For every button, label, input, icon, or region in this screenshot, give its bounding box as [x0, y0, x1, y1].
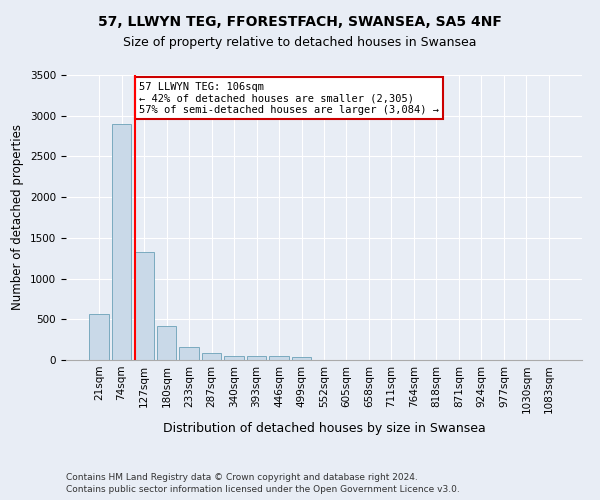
Text: Contains HM Land Registry data © Crown copyright and database right 2024.: Contains HM Land Registry data © Crown c… [66, 473, 418, 482]
Bar [224, 356, 244, 360]
Text: 57 LLWYN TEG: 106sqm
← 42% of detached houses are smaller (2,305)
57% of semi-de: 57 LLWYN TEG: 106sqm ← 42% of detached h… [139, 82, 439, 114]
X-axis label: Distribution of detached houses by size in Swansea: Distribution of detached houses by size … [163, 422, 485, 435]
Bar [247, 356, 266, 360]
Text: Size of property relative to detached houses in Swansea: Size of property relative to detached ho… [123, 36, 477, 49]
Text: 57, LLWYN TEG, FFORESTFACH, SWANSEA, SA5 4NF: 57, LLWYN TEG, FFORESTFACH, SWANSEA, SA5… [98, 16, 502, 30]
Bar [202, 354, 221, 360]
Bar [89, 314, 109, 360]
Bar [292, 357, 311, 360]
Bar [269, 356, 289, 360]
Bar [112, 124, 131, 360]
Bar [179, 348, 199, 360]
Y-axis label: Number of detached properties: Number of detached properties [11, 124, 25, 310]
Text: Contains public sector information licensed under the Open Government Licence v3: Contains public sector information licen… [66, 486, 460, 494]
Bar [157, 326, 176, 360]
Bar [134, 252, 154, 360]
